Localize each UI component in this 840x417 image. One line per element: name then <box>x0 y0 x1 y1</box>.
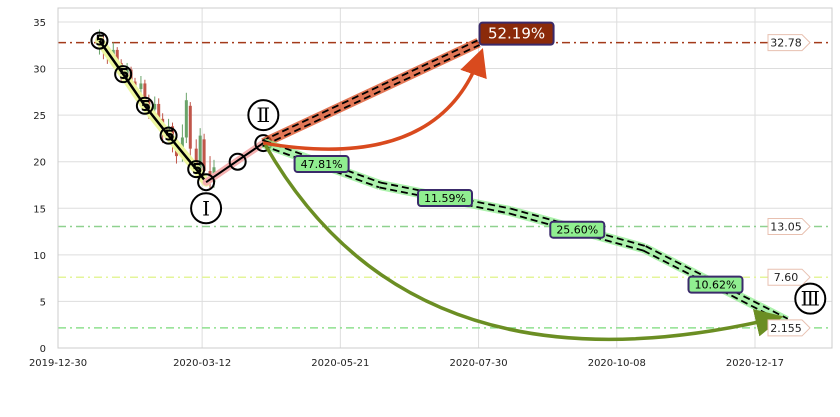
projection-label: 52.19% <box>488 25 545 43</box>
level-tag-shape <box>767 268 811 286</box>
y-tick-label: 30 <box>33 65 46 76</box>
wave-label: Ⅰ <box>202 196 210 220</box>
candle-body <box>184 100 188 138</box>
projection-label: 47.81% <box>301 158 343 171</box>
projection-dash <box>261 39 478 142</box>
candle-body <box>194 148 198 170</box>
wave-point-circle <box>135 96 154 115</box>
candle-body <box>188 105 192 149</box>
wave-line <box>98 39 208 183</box>
wave-point-circle <box>187 160 206 179</box>
x-tick-label: 2019-12-30 <box>29 358 87 369</box>
level-tag: 2.155 <box>767 319 811 337</box>
level-tag-shape <box>767 319 811 337</box>
y-tick-label: 35 <box>33 18 46 29</box>
x-tick-label: 2020-05-21 <box>311 358 369 369</box>
y-tick-label: 0 <box>40 344 46 355</box>
y-tick-label: 15 <box>33 204 46 215</box>
wave-label: Ⅱ <box>257 103 271 127</box>
level-tag-label: 32.78 <box>770 37 802 50</box>
wave-point-glyph: 5 <box>164 127 174 145</box>
wave-point-glyph: 5 <box>119 65 129 83</box>
projection-label-box <box>293 155 350 174</box>
x-tick-label: 2020-12-17 <box>726 358 784 369</box>
wave-label-circle <box>190 192 223 225</box>
candle-body <box>198 135 202 170</box>
candle-body <box>125 69 129 75</box>
candle-body <box>153 103 157 110</box>
candle-body <box>157 103 161 119</box>
y-tick-label: 10 <box>33 251 46 262</box>
decline-forecast-arrow <box>263 144 784 341</box>
projection-dash <box>264 44 481 147</box>
projection-lines <box>261 38 789 341</box>
projection-label: 25.60% <box>556 224 598 237</box>
level-tag-shape <box>767 217 811 235</box>
level-tag-shape <box>767 34 811 52</box>
projection-label: 11.59% <box>424 192 466 205</box>
y-tick-label: 5 <box>40 297 46 308</box>
x-tick-label: 2020-07-30 <box>450 358 508 369</box>
y-tick-label: 20 <box>33 158 46 169</box>
wave-point-circle <box>90 31 109 50</box>
level-tag-label: 2.155 <box>770 322 802 335</box>
wave-point-glyph: 5 <box>192 160 202 178</box>
x-tick-label: 2020-10-08 <box>588 358 646 369</box>
wave-label: Ⅲ <box>801 287 820 311</box>
wave-rise-line <box>205 142 264 184</box>
wave-point-circle <box>114 65 133 84</box>
wave-point-circle <box>159 126 178 145</box>
level-tag: 13.05 <box>767 217 811 235</box>
candle-body <box>115 49 119 63</box>
projection-label-box <box>478 21 555 46</box>
level-lines <box>58 41 832 329</box>
rise-forecast-arrow <box>263 48 487 151</box>
x-tick-label: 2020-03-12 <box>173 358 231 369</box>
projection-label-box <box>549 220 606 239</box>
y-tick-label: 25 <box>33 111 46 122</box>
wave-label-circle <box>247 99 280 132</box>
candle-body <box>139 83 143 90</box>
level-tag-label: 13.05 <box>770 220 802 233</box>
level-tag: 32.78 <box>767 34 811 52</box>
axes: 0 5 10 15 20 25 30 35 2019-12-30 2020-03-12 2020-0… <box>29 7 833 369</box>
level-tag-label: 7.60 <box>774 271 799 284</box>
wave-point-circle <box>197 173 216 192</box>
projection-label-box <box>687 275 744 294</box>
wave-point-circle <box>228 152 247 171</box>
candle-body <box>143 83 147 101</box>
level-tag: 7.60 <box>767 268 811 286</box>
projection-label: 10.62% <box>695 279 737 292</box>
plot-frame <box>57 7 833 349</box>
labels: 32.78 13.05 7.60 2.155 Ⅰ Ⅱ Ⅲ 52.19% 47.81% 11.59%… <box>190 21 827 337</box>
wave-point-glyph: 5 <box>141 97 151 115</box>
projection-label-box <box>417 189 473 208</box>
wave-label-circle <box>794 282 827 315</box>
candle-body <box>202 139 206 172</box>
projection-band <box>261 38 481 148</box>
wave-point-glyph: 5 <box>95 32 105 50</box>
